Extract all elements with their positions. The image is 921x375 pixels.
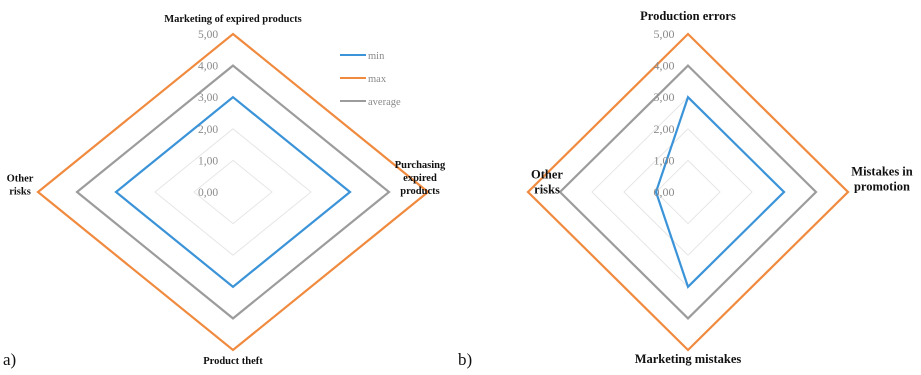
axis-label-4-line-1: Other — [7, 174, 34, 185]
axis-label-1-line-1: Production errors — [640, 9, 736, 23]
grid-ring-4 — [559, 64, 817, 320]
series-max-polygon — [36, 32, 430, 352]
series-min-polygon — [654, 95, 786, 289]
axis-label-2-line-2: promotion — [854, 180, 910, 194]
radar-panel-b: b) 0,00 1,00 2,00 3,00 4,00 5,00 Production e… — [458, 9, 913, 369]
axis-label-1-line-1: Marketing of expired products — [164, 14, 302, 25]
series-min-polygon — [114, 95, 352, 289]
radial-tick-label: 5,00 — [198, 29, 218, 41]
panel-label-a: a) — [3, 350, 16, 369]
axis-label-4-line-2: risks — [9, 187, 31, 198]
chart-legend: min max average — [340, 51, 401, 108]
radial-tick-label: 4,00 — [654, 59, 675, 73]
grid-ring-3 — [115, 96, 351, 288]
grid-ring-3 — [591, 96, 785, 288]
radar-panel-a: a) 0,00 1,00 2,00 3,00 4,00 5,00 Marketing of… — [3, 14, 446, 369]
radial-tick-label: 2,00 — [198, 124, 218, 136]
grid-ring-2 — [154, 128, 312, 256]
radial-tick-label: 4,00 — [198, 61, 218, 73]
axis-label-4-line-1: Other — [531, 168, 563, 182]
series-max-polygon — [526, 32, 850, 352]
radial-tick-label: 2,00 — [654, 122, 675, 136]
grid-ring-1 — [655, 159, 721, 225]
legend-label-min: min — [368, 51, 385, 62]
axis-label-2-line-2: expired — [403, 173, 437, 184]
radial-tick-label: 1,00 — [654, 153, 675, 167]
grid-ring-4 — [76, 64, 390, 320]
axis-label-4-line-2: risks — [534, 183, 560, 197]
radial-tick-label: 3,00 — [198, 92, 218, 104]
axis-label-2-line-1: Mistakes in — [851, 165, 913, 179]
legend-label-average: average — [368, 97, 401, 108]
series-average-polygon — [75, 64, 391, 320]
grid-ring-2 — [623, 128, 753, 256]
grid-ring-5 — [527, 33, 849, 351]
axis-label-3-line-1: Marketing mistakes — [635, 352, 742, 366]
axis-label-2-line-3: products — [400, 186, 439, 197]
radial-tick-label: 0,00 — [654, 185, 675, 199]
radial-tick-label: 1,00 — [198, 155, 218, 167]
radial-tick-label: 0,00 — [198, 187, 218, 199]
radial-tick-label: 3,00 — [654, 90, 675, 104]
radial-tick-label: 5,00 — [654, 27, 675, 41]
legend-label-max: max — [368, 74, 387, 85]
panel-label-b: b) — [458, 350, 472, 369]
grid-ring-1 — [193, 159, 273, 225]
series-average-polygon — [558, 64, 818, 320]
axis-label-3-line-1: Product theft — [203, 356, 263, 367]
axis-label-2-line-1: Purchasing — [395, 160, 446, 171]
